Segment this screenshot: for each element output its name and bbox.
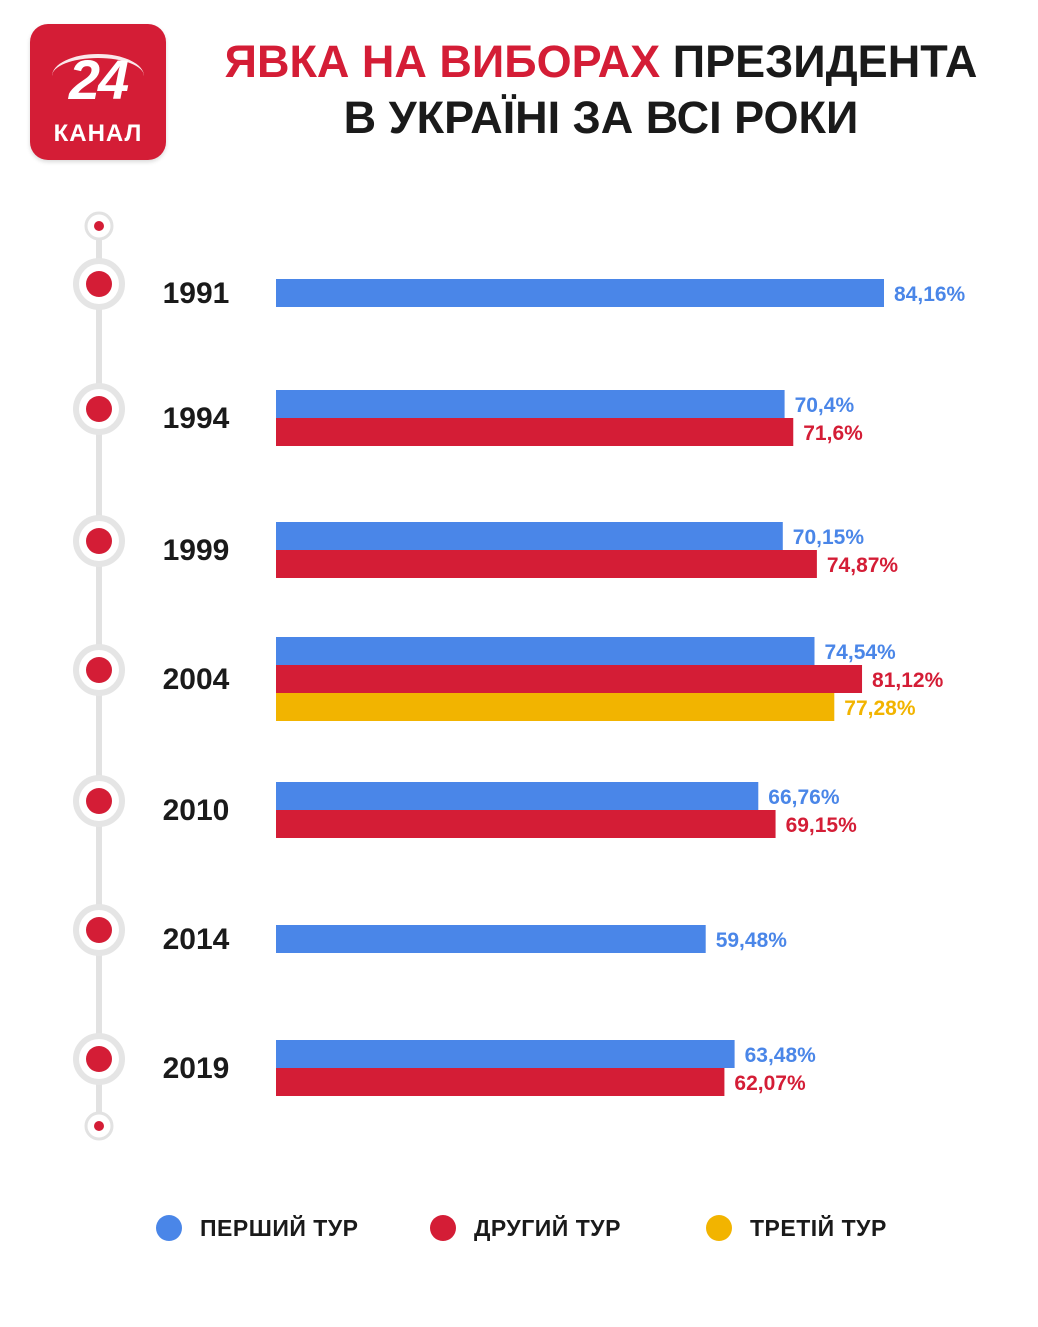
title-line-1: ЯВКА НА ВИБОРАХ ПРЕЗИДЕНТА xyxy=(186,34,1016,90)
bar xyxy=(276,390,785,418)
data-label: 84,16% xyxy=(894,283,966,306)
title-rest: ПРЕЗИДЕНТА xyxy=(672,36,978,87)
year-label: 1991 xyxy=(163,277,230,310)
bar xyxy=(276,418,794,446)
data-label: 70,15% xyxy=(793,526,865,549)
bar xyxy=(276,1068,725,1096)
title-highlight: ЯВКА НА ВИБОРАХ xyxy=(224,36,661,87)
timeline-marker-dot xyxy=(86,657,112,683)
timeline-marker-dot xyxy=(86,528,112,554)
bar xyxy=(276,279,884,307)
data-label: 62,07% xyxy=(734,1072,806,1095)
bar xyxy=(276,665,863,693)
bar xyxy=(276,550,817,578)
bar xyxy=(276,925,706,953)
data-label: 71,6% xyxy=(803,422,863,445)
year-label: 2014 xyxy=(163,923,230,956)
year-label: 2019 xyxy=(163,1052,230,1085)
bar xyxy=(276,693,835,721)
data-label: 74,54% xyxy=(825,641,897,664)
bar xyxy=(276,637,815,665)
timeline-marker-dot xyxy=(86,1046,112,1072)
chart-title: ЯВКА НА ВИБОРАХ ПРЕЗИДЕНТА В УКРАЇНІ ЗА … xyxy=(186,34,1016,146)
data-label: 63,48% xyxy=(745,1044,817,1067)
legend-dot-round1 xyxy=(156,1215,182,1241)
legend: ПЕРШИЙ ТУР ДРУГИЙ ТУР ТРЕТІЙ ТУР xyxy=(0,1212,1038,1244)
data-label: 59,48% xyxy=(716,929,788,952)
timeline-end-dot xyxy=(94,221,104,231)
timeline-marker-dot xyxy=(86,271,112,297)
legend-dot-round3 xyxy=(706,1215,732,1241)
title-line-2: В УКРАЇНІ ЗА ВСІ РОКИ xyxy=(343,92,859,143)
legend-label-round2: ДРУГИЙ ТУР xyxy=(474,1214,621,1241)
legend-dot-round2 xyxy=(430,1215,456,1241)
data-label: 81,12% xyxy=(872,669,944,692)
logo-arc xyxy=(52,54,144,98)
timeline-end-dot xyxy=(94,1121,104,1131)
bar xyxy=(276,810,776,838)
data-label: 69,15% xyxy=(786,814,858,837)
data-label: 66,76% xyxy=(768,786,840,809)
year-label: 2010 xyxy=(163,794,230,827)
year-label: 2004 xyxy=(163,663,230,696)
legend-item-round3: ТРЕТІЙ ТУР xyxy=(706,1212,887,1244)
data-label: 77,28% xyxy=(844,697,916,720)
bar xyxy=(276,1040,735,1068)
data-label: 74,87% xyxy=(827,554,899,577)
logo-number: 24 xyxy=(68,48,129,111)
legend-item-round2: ДРУГИЙ ТУР xyxy=(430,1212,621,1244)
legend-item-round1: ПЕРШИЙ ТУР xyxy=(156,1212,358,1244)
data-label: 70,4% xyxy=(795,394,855,417)
bar xyxy=(276,522,783,550)
legend-label-round1: ПЕРШИЙ ТУР xyxy=(200,1214,359,1241)
timeline-marker-dot xyxy=(86,917,112,943)
logo-word: КАНАЛ xyxy=(53,120,143,147)
bar xyxy=(276,782,759,810)
year-label: 1994 xyxy=(163,402,230,435)
timeline-marker-dot xyxy=(86,396,112,422)
brand-logo: 24 КАНАЛ xyxy=(30,24,166,160)
timeline-marker-dot xyxy=(86,788,112,814)
legend-label-round3: ТРЕТІЙ ТУР xyxy=(750,1214,887,1241)
year-label: 1999 xyxy=(163,534,230,567)
